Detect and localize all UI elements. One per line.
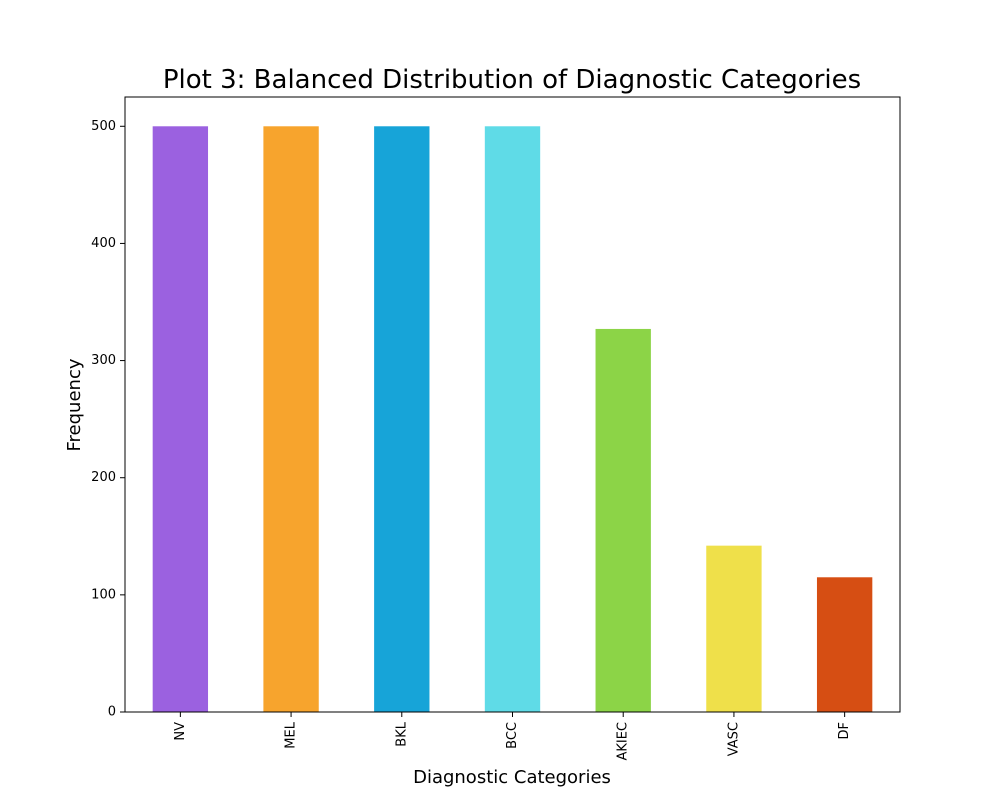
x-axis-ticks: NV MEL BKL BCC AKIEC VASC DF <box>173 712 852 761</box>
y-tick-label: 200 <box>91 470 116 485</box>
y-tick-label: 400 <box>91 236 116 251</box>
y-tick-label: 300 <box>91 353 116 368</box>
bar-vasc <box>706 545 762 712</box>
x-tick-label: MEL <box>284 721 299 748</box>
plot-frame <box>124 96 901 713</box>
x-axis-label: Diagnostic Categories <box>413 767 611 788</box>
y-axis-label: Frequency <box>64 358 85 451</box>
x-tick-label: BKL <box>394 721 409 746</box>
bar-akiec <box>595 328 651 712</box>
bar-bkl <box>374 126 430 713</box>
bars-group <box>152 126 873 713</box>
y-tick-label: 500 <box>91 119 116 134</box>
y-tick-label: 0 <box>108 705 116 720</box>
y-tick-label: 100 <box>91 587 116 602</box>
x-tick-label: BCC <box>505 722 520 749</box>
x-tick-label: VASC <box>726 722 741 756</box>
x-tick-label: AKIEC <box>616 722 631 761</box>
bar-df <box>816 577 873 712</box>
bar-bcc <box>484 126 541 713</box>
x-tick-label: DF <box>837 722 852 740</box>
chart-title: Plot 3: Balanced Distribution of Diagnos… <box>163 65 861 95</box>
x-tick-label: NV <box>173 722 188 741</box>
y-axis-ticks: 0 100 200 300 400 500 <box>91 119 125 720</box>
bar-mel <box>263 126 319 713</box>
bar-nv <box>152 126 209 713</box>
